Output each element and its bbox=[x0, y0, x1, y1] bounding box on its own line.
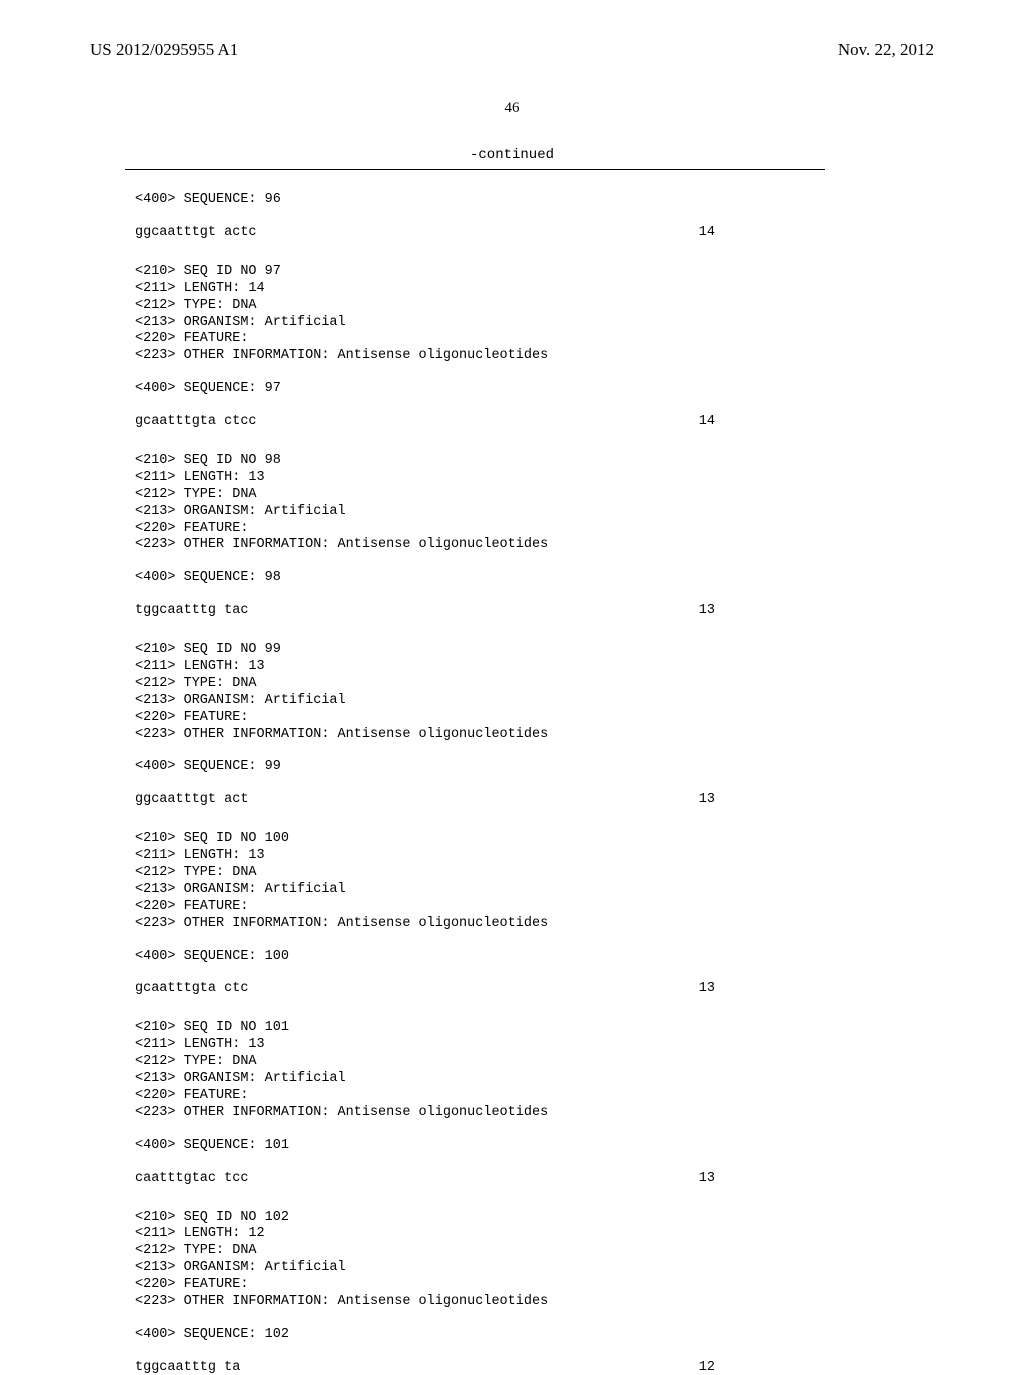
sequence-entry: <210> SEQ ID NO 99<211> LENGTH: 13<212> … bbox=[90, 642, 934, 807]
meta-line: <223> OTHER INFORMATION: Antisense oligo… bbox=[135, 537, 934, 554]
sequence-length: 13 bbox=[699, 981, 715, 996]
sequence-text: ggcaatttgt actc bbox=[135, 225, 257, 240]
sequence-length: 13 bbox=[699, 1171, 715, 1186]
sequence-row: gcaatttgta ctc 13 bbox=[135, 981, 715, 996]
sequence-entry: <400> SEQUENCE: 96 ggcaatttgt actc 14 bbox=[90, 192, 934, 240]
sequence-entry: <210> SEQ ID NO 102<211> LENGTH: 12<212>… bbox=[90, 1210, 934, 1375]
meta-line: <213> ORGANISM: Artificial bbox=[135, 693, 934, 710]
page-header: US 2012/0295955 A1 Nov. 22, 2012 bbox=[90, 40, 934, 60]
sequence-length: 14 bbox=[699, 414, 715, 429]
meta-line: <220> FEATURE: bbox=[135, 899, 934, 916]
meta-line: <220> FEATURE: bbox=[135, 710, 934, 727]
meta-line: <210> SEQ ID NO 102 bbox=[135, 1210, 934, 1227]
meta-line: <220> FEATURE: bbox=[135, 1088, 934, 1105]
meta-line: <211> LENGTH: 13 bbox=[135, 470, 934, 487]
sequence-entry: <210> SEQ ID NO 97<211> LENGTH: 14<212> … bbox=[90, 264, 934, 429]
sequence-listing: <400> SEQUENCE: 96ggcaatttgt actc14<210>… bbox=[90, 192, 934, 1375]
sequence-label: <400> SEQUENCE: 102 bbox=[135, 1327, 934, 1344]
meta-line: <223> OTHER INFORMATION: Antisense oligo… bbox=[135, 1105, 934, 1122]
meta-line: <211> LENGTH: 13 bbox=[135, 848, 934, 865]
sequence-text: tggcaatttg tac bbox=[135, 603, 248, 618]
sequence-label: <400> SEQUENCE: 97 bbox=[135, 381, 934, 398]
meta-line: <220> FEATURE: bbox=[135, 1277, 934, 1294]
meta-line: <220> FEATURE: bbox=[135, 331, 934, 348]
meta-line: <210> SEQ ID NO 101 bbox=[135, 1020, 934, 1037]
meta-line: <223> OTHER INFORMATION: Antisense oligo… bbox=[135, 727, 934, 744]
meta-line: <211> LENGTH: 13 bbox=[135, 1037, 934, 1054]
sequence-row: ggcaatttgt actc 14 bbox=[135, 225, 715, 240]
sequence-length: 12 bbox=[699, 1360, 715, 1375]
sequence-text: gcaatttgta ctcc bbox=[135, 414, 257, 429]
sequence-text: caatttgtac tcc bbox=[135, 1171, 248, 1186]
meta-line: <212> TYPE: DNA bbox=[135, 1054, 934, 1071]
meta-line: <212> TYPE: DNA bbox=[135, 1243, 934, 1260]
header-right: Nov. 22, 2012 bbox=[838, 40, 934, 60]
meta-line: <220> FEATURE: bbox=[135, 521, 934, 538]
sequence-text: ggcaatttgt act bbox=[135, 792, 248, 807]
sequence-length: 13 bbox=[699, 792, 715, 807]
sequence-row: caatttgtac tcc 13 bbox=[135, 1171, 715, 1186]
meta-line: <211> LENGTH: 13 bbox=[135, 659, 934, 676]
sequence-entry: <210> SEQ ID NO 101<211> LENGTH: 13<212>… bbox=[90, 1020, 934, 1185]
meta-line: <212> TYPE: DNA bbox=[135, 298, 934, 315]
meta-line: <210> SEQ ID NO 98 bbox=[135, 453, 934, 470]
meta-line: <213> ORGANISM: Artificial bbox=[135, 882, 934, 899]
meta-line: <211> LENGTH: 12 bbox=[135, 1226, 934, 1243]
sequence-row: gcaatttgta ctcc 14 bbox=[135, 414, 715, 429]
sequence-entry: <210> SEQ ID NO 98<211> LENGTH: 13<212> … bbox=[90, 453, 934, 618]
sequence-label: <400> SEQUENCE: 100 bbox=[135, 949, 934, 966]
meta-line: <210> SEQ ID NO 99 bbox=[135, 642, 934, 659]
meta-line: <210> SEQ ID NO 100 bbox=[135, 831, 934, 848]
header-left: US 2012/0295955 A1 bbox=[90, 40, 238, 60]
meta-line: <223> OTHER INFORMATION: Antisense oligo… bbox=[135, 348, 934, 365]
continued-label: -continued bbox=[90, 147, 934, 163]
sequence-label: <400> SEQUENCE: 96 bbox=[135, 192, 934, 209]
meta-line: <212> TYPE: DNA bbox=[135, 676, 934, 693]
sequence-row: tggcaatttg tac 13 bbox=[135, 603, 715, 618]
sequence-length: 13 bbox=[699, 603, 715, 618]
sequence-text: gcaatttgta ctc bbox=[135, 981, 248, 996]
sequence-label: <400> SEQUENCE: 101 bbox=[135, 1138, 934, 1155]
divider-line bbox=[125, 169, 825, 170]
sequence-text: tggcaatttg ta bbox=[135, 1360, 240, 1375]
sequence-row: ggcaatttgt act 13 bbox=[135, 792, 715, 807]
meta-line: <223> OTHER INFORMATION: Antisense oligo… bbox=[135, 916, 934, 933]
sequence-label: <400> SEQUENCE: 99 bbox=[135, 759, 934, 776]
meta-line: <213> ORGANISM: Artificial bbox=[135, 504, 934, 521]
meta-line: <213> ORGANISM: Artificial bbox=[135, 315, 934, 332]
sequence-entry: <210> SEQ ID NO 100<211> LENGTH: 13<212>… bbox=[90, 831, 934, 996]
page-number: 46 bbox=[90, 100, 934, 117]
meta-line: <210> SEQ ID NO 97 bbox=[135, 264, 934, 281]
meta-line: <213> ORGANISM: Artificial bbox=[135, 1260, 934, 1277]
meta-line: <213> ORGANISM: Artificial bbox=[135, 1071, 934, 1088]
sequence-length: 14 bbox=[699, 225, 715, 240]
meta-line: <212> TYPE: DNA bbox=[135, 865, 934, 882]
meta-line: <211> LENGTH: 14 bbox=[135, 281, 934, 298]
meta-line: <223> OTHER INFORMATION: Antisense oligo… bbox=[135, 1294, 934, 1311]
sequence-label: <400> SEQUENCE: 98 bbox=[135, 570, 934, 587]
sequence-row: tggcaatttg ta 12 bbox=[135, 1360, 715, 1375]
meta-line: <212> TYPE: DNA bbox=[135, 487, 934, 504]
